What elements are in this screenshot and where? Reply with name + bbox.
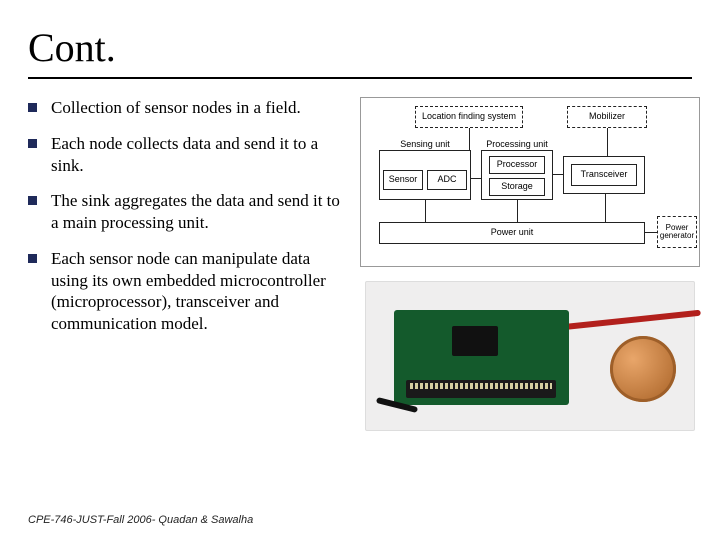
diagram-connector (645, 232, 657, 233)
title-divider (28, 77, 692, 79)
bullet-column: Collection of sensor nodes in a field. E… (28, 97, 348, 431)
diagram-box-adc: ADC (427, 170, 467, 190)
figure-column: Location finding system Mobilizer Sensin… (360, 97, 700, 431)
diagram-box-power-unit: Power unit (379, 222, 645, 244)
sensor-board-photo (365, 281, 695, 431)
bullet-icon (28, 103, 37, 112)
pcb-connector-pins (410, 383, 552, 389)
bullet-text: Each sensor node can manipulate data usi… (51, 248, 348, 335)
bullet-text: The sink aggregates the data and send it… (51, 190, 348, 234)
diagram-label-sensing-unit: Sensing unit (379, 139, 471, 149)
list-item: Collection of sensor nodes in a field. (28, 97, 348, 119)
coin-scale (610, 336, 676, 402)
diagram-box-mobilizer: Mobilizer (567, 106, 647, 128)
bullet-icon (28, 139, 37, 148)
list-item: Each node collects data and send it to a… (28, 133, 348, 177)
bullet-text: Collection of sensor nodes in a field. (51, 97, 301, 119)
list-item: The sink aggregates the data and send it… (28, 190, 348, 234)
diagram-connector (471, 178, 481, 179)
slide-body: Collection of sensor nodes in a field. E… (28, 97, 692, 431)
bullet-list: Collection of sensor nodes in a field. E… (28, 97, 348, 335)
sensor-node-diagram: Location finding system Mobilizer Sensin… (360, 97, 700, 267)
wire-red (561, 310, 701, 331)
diagram-connector (605, 194, 606, 222)
diagram-connector (425, 200, 426, 222)
diagram-connector (607, 128, 608, 156)
diagram-box-storage: Storage (489, 178, 545, 196)
slide-footer: CPE-746-JUST-Fall 2006- Quadan & Sawalha (28, 514, 253, 526)
diagram-connector (553, 174, 563, 175)
diagram-box-sensor: Sensor (383, 170, 423, 190)
bullet-text: Each node collects data and send it to a… (51, 133, 348, 177)
pcb-chip (452, 326, 498, 356)
diagram-box-processor: Processor (489, 156, 545, 174)
slide: Cont. Collection of sensor nodes in a fi… (0, 0, 720, 540)
diagram-label-processing-unit: Processing unit (481, 139, 553, 149)
diagram-box-power-generator: Power generator (657, 216, 697, 248)
slide-title: Cont. (28, 24, 692, 71)
list-item: Each sensor node can manipulate data usi… (28, 248, 348, 335)
diagram-connector (517, 200, 518, 222)
bullet-icon (28, 254, 37, 263)
bullet-icon (28, 196, 37, 205)
diagram-box-transceiver: Transceiver (571, 164, 637, 186)
diagram-box-location-system: Location finding system (415, 106, 523, 128)
diagram-connector (469, 128, 470, 150)
